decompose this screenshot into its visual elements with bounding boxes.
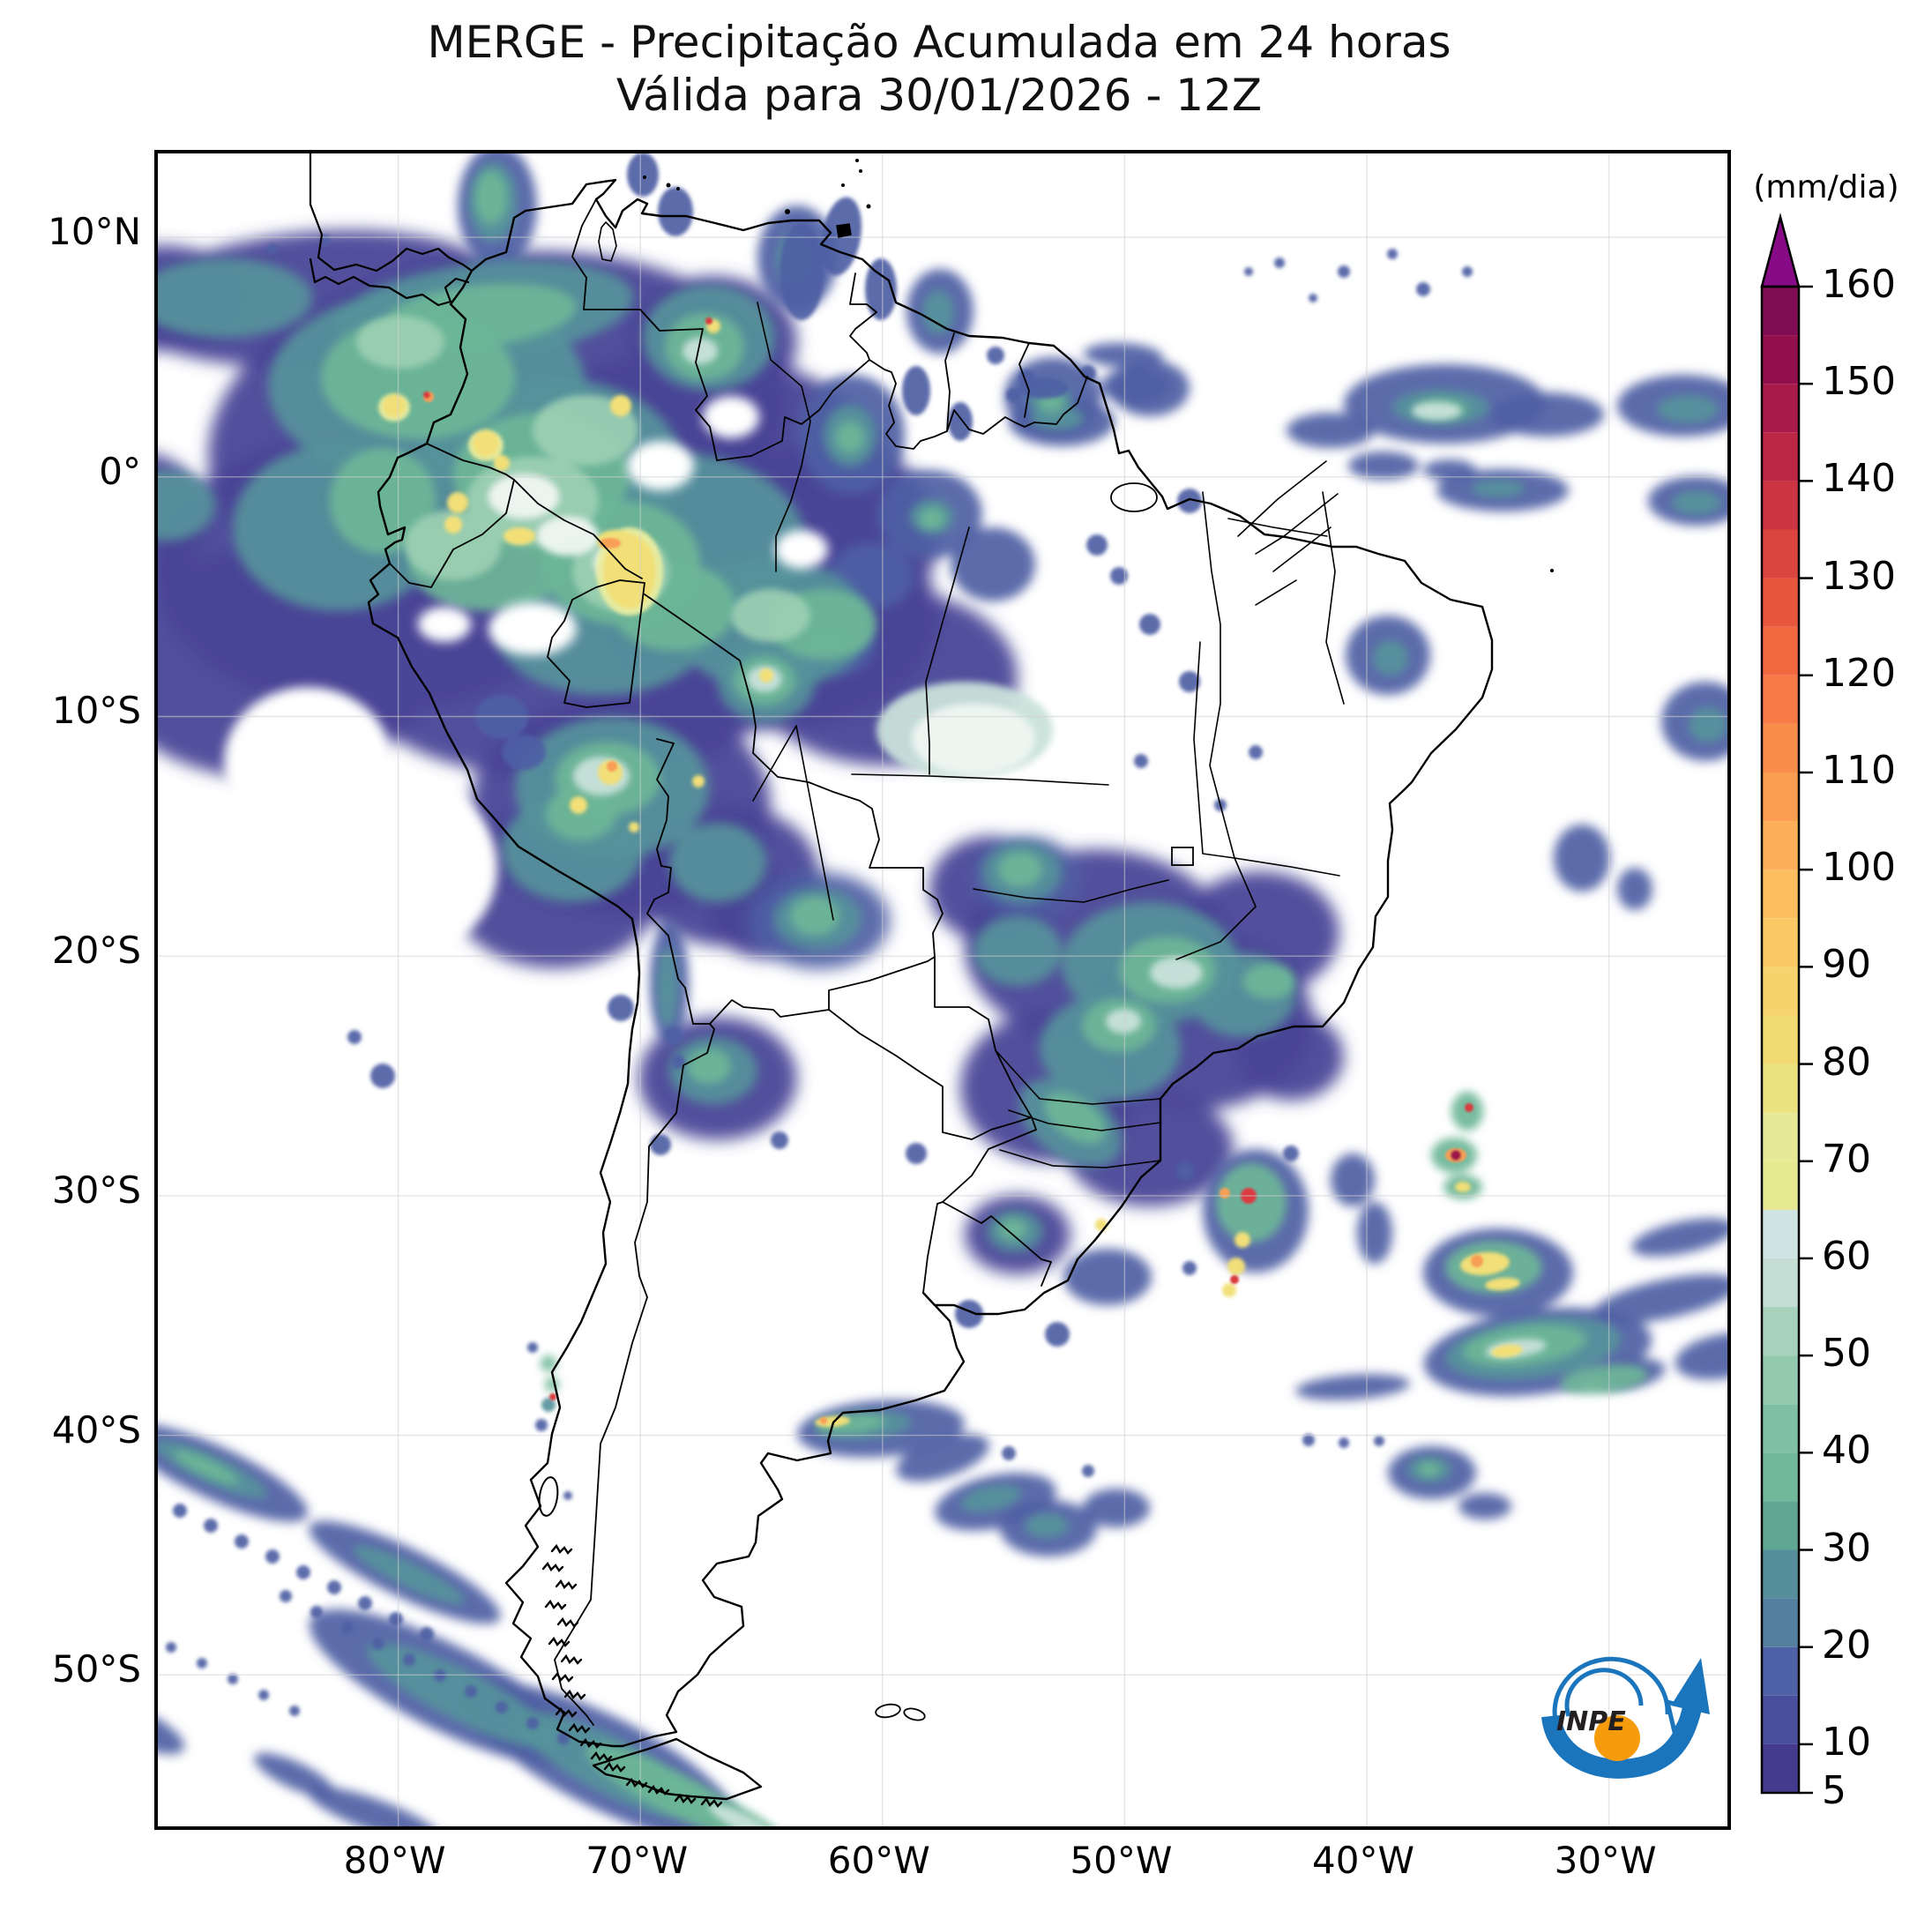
inpe-logo-text: INPE	[1556, 1706, 1626, 1737]
colorbar-tick-label: 110	[1822, 747, 1896, 793]
colorbar-unit-label: (mm/dia)	[1753, 169, 1899, 205]
lon-tick-label: 80°W	[343, 1839, 446, 1882]
lon-tick-label: 50°W	[1070, 1839, 1173, 1882]
colorbar-band	[1762, 1598, 1799, 1647]
chart-title-line1: MERGE - Precipitação Acumulada em 24 hor…	[427, 17, 1451, 68]
islands-and-lakes	[538, 159, 1554, 1808]
colorbar-band	[1762, 1743, 1799, 1793]
colorbar-band	[1762, 1549, 1799, 1599]
lon-tick-label: 70°W	[586, 1839, 689, 1882]
colorbar-tick-label: 160	[1822, 262, 1896, 307]
coastline	[309, 153, 1494, 1801]
colorbar-band	[1762, 1161, 1799, 1210]
colorbar-tick-label: 30	[1822, 1525, 1871, 1571]
colorbar-band	[1762, 481, 1799, 530]
colorbar-band	[1762, 1355, 1799, 1405]
lon-tick-label: 30°W	[1554, 1839, 1657, 1882]
colorbar-tick-label: 20	[1822, 1622, 1871, 1668]
lat-tick-label: 50°S	[51, 1647, 141, 1691]
chart-title-line2: Válida para 30/01/2026 - 12Z	[615, 70, 1263, 121]
colorbar-band	[1762, 1258, 1799, 1308]
colorbar-band	[1762, 772, 1799, 822]
colorbar-band	[1762, 967, 1799, 1016]
colorbar-band	[1762, 1112, 1799, 1161]
colorbar-tick-label: 60	[1822, 1233, 1871, 1279]
colorbar-band	[1762, 723, 1799, 773]
lat-tick-label: 10°N	[48, 210, 141, 254]
lat-tick-label: 30°S	[51, 1168, 141, 1212]
colorbar-band	[1762, 1695, 1799, 1744]
colorbar-band	[1762, 1209, 1799, 1258]
country-borders	[389, 198, 1088, 1726]
colorbar-tick-label: 50	[1822, 1331, 1871, 1377]
colorbar-band	[1762, 675, 1799, 724]
state-borders	[752, 302, 1345, 1168]
lon-tick-label: 40°W	[1312, 1839, 1414, 1882]
colorbar-band	[1762, 821, 1799, 870]
chart-title: MERGE - Precipitação Acumulada em 24 hor…	[154, 16, 1724, 122]
colorbar-tick-label: 5	[1822, 1768, 1846, 1813]
lat-tick-label: 0°	[99, 449, 141, 493]
graticule	[158, 153, 1727, 1826]
lat-tick-label: 20°S	[51, 929, 141, 973]
colorbar-tick-label: 140	[1822, 456, 1896, 502]
colorbar-tick-label: 80	[1822, 1039, 1871, 1085]
colorbar-tick-label: 40	[1822, 1428, 1871, 1474]
colorbar-band	[1762, 432, 1799, 481]
colorbar-band	[1762, 1015, 1799, 1064]
lat-tick-label: 40°S	[51, 1407, 141, 1452]
colorbar-band	[1762, 1404, 1799, 1453]
colorbar-tick-label: 120	[1822, 650, 1896, 696]
colorbar-tick-label: 90	[1822, 942, 1871, 988]
map-panel: INPE	[154, 150, 1731, 1830]
colorbar-tick-label: 100	[1822, 845, 1896, 891]
lat-tick-label: 10°S	[51, 689, 141, 733]
colorbar-band	[1762, 1452, 1799, 1502]
colorbar-band	[1762, 626, 1799, 676]
colorbar-band	[1762, 384, 1799, 433]
colorbar-band	[1762, 918, 1799, 967]
inpe-logo: INPE	[1541, 1656, 1710, 1779]
colorbar-band	[1762, 1501, 1799, 1550]
colorbar-tick-label: 10	[1822, 1719, 1871, 1765]
colorbar-band	[1762, 335, 1799, 384]
colorbar-band	[1762, 870, 1799, 919]
colorbar-band	[1762, 1307, 1799, 1356]
colorbar-band	[1762, 529, 1799, 579]
colorbar-band	[1762, 1064, 1799, 1113]
colorbar-band	[1762, 578, 1799, 627]
colorbar-tick-label: 70	[1822, 1136, 1871, 1182]
lon-tick-label: 60°W	[827, 1839, 930, 1882]
colorbar-band	[1762, 1646, 1799, 1696]
colorbar-tick-label: 150	[1822, 359, 1896, 405]
colorbar-arrow	[1760, 213, 1801, 288]
colorbar-band	[1762, 287, 1799, 336]
colorbar	[1760, 213, 1813, 1795]
map-svg: INPE	[158, 153, 1727, 1826]
colorbar-tick-label: 130	[1822, 553, 1896, 599]
precipitation-layer	[158, 153, 1727, 1826]
